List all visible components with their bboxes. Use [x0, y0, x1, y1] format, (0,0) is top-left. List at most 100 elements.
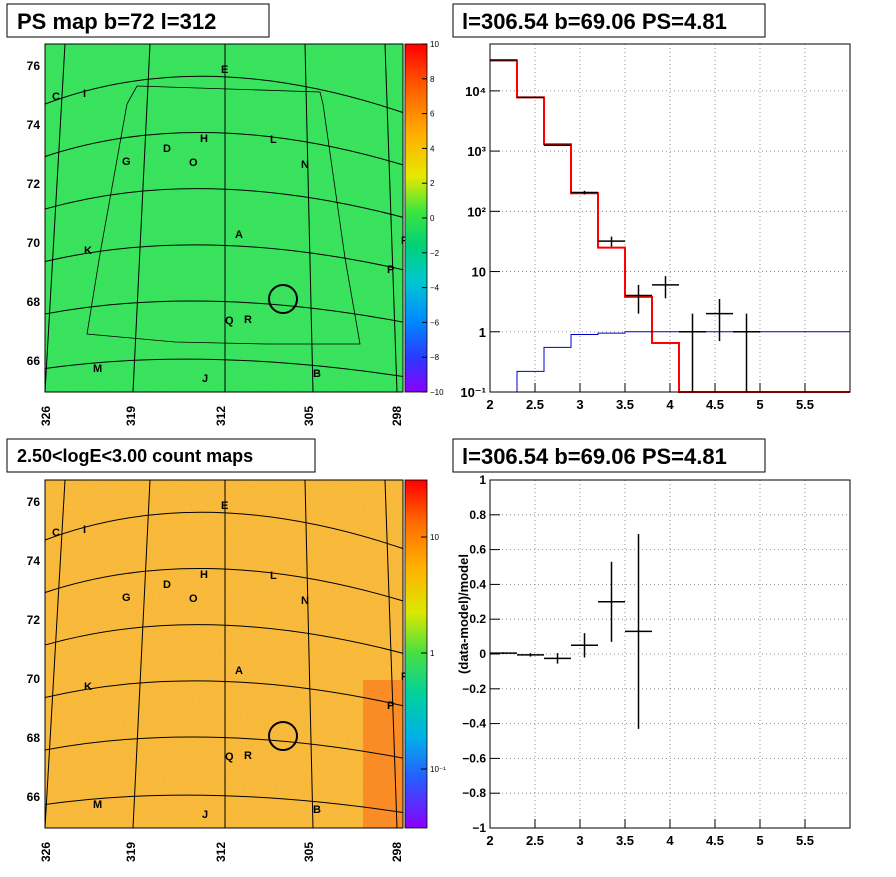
y-tick-label: −0.2 — [462, 682, 486, 696]
y-tick-label: 1 — [479, 473, 486, 487]
map-y-tick-label: 76 — [27, 495, 41, 509]
data-point — [679, 314, 706, 392]
x-tick-label: 4.5 — [706, 397, 724, 412]
colorbar-tick-label: 1 — [430, 649, 435, 658]
bottom-left-title: 2.50<logE<3.00 count maps — [17, 446, 253, 466]
region-label-Q: Q — [225, 751, 234, 763]
colorbar — [405, 480, 427, 828]
colorbar-tick-label: 10 — [430, 40, 439, 49]
colorbar-tick-label: 8 — [430, 75, 435, 84]
region-label-J: J — [202, 373, 208, 385]
x-tick-label: 3.5 — [616, 397, 634, 412]
x-tick-label: 2.5 — [526, 833, 544, 848]
map-x-tick-label: 298 — [390, 406, 404, 426]
x-tick-label: 2 — [486, 833, 493, 848]
region-label-B: B — [313, 804, 321, 816]
region-label-H: H — [200, 569, 208, 581]
region-label-O: O — [189, 593, 198, 605]
y-tick-label: 10⁴ — [465, 84, 486, 99]
data-point — [625, 534, 652, 729]
colorbar-tick-label: −4 — [430, 284, 440, 293]
y-axis-label: (data-model)/model — [456, 554, 471, 674]
top-left-title: PS map b=72 l=312 — [17, 9, 216, 34]
map-y-tick-label: 74 — [27, 554, 41, 568]
map-y-tick-label: 66 — [27, 354, 41, 368]
map-x-tick-label: 305 — [302, 406, 316, 426]
model-histogram — [490, 60, 850, 392]
region-label-E: E — [221, 500, 228, 512]
region-label-H: H — [200, 133, 208, 145]
map-x-tick-label: 326 — [39, 406, 53, 426]
map-x-tick-label: 312 — [214, 406, 228, 426]
y-tick-label: 1 — [479, 325, 486, 340]
map-y-tick-label: 74 — [27, 118, 41, 132]
region-label-E: E — [221, 64, 228, 76]
region-label-M: M — [93, 799, 102, 811]
map-y-tick-label: 72 — [27, 613, 41, 627]
data-point — [625, 285, 652, 314]
region-label-M: M — [93, 363, 102, 375]
residual-title: l=306.54 b=69.06 PS=4.81 — [462, 444, 727, 469]
region-label-C: C — [52, 527, 60, 539]
region-label-G: G — [122, 156, 131, 168]
data-points — [490, 60, 760, 392]
y-tick-label: −0.6 — [462, 751, 486, 765]
region-label-G: G — [122, 592, 131, 604]
region-label-P: P — [387, 700, 394, 712]
map-x-tick-label: 326 — [39, 842, 53, 862]
map-y-tick-label: 66 — [27, 790, 41, 804]
data-points — [490, 534, 652, 729]
map-y-tick-label: 68 — [27, 295, 41, 309]
colorbar-tick-label: −2 — [430, 249, 440, 258]
x-tick-label: 4 — [666, 833, 674, 848]
region-label-O: O — [189, 157, 198, 169]
region-label-A: A — [235, 665, 243, 677]
region-label-R: R — [244, 314, 252, 326]
x-tick-label: 5 — [756, 397, 763, 412]
data-point — [517, 97, 544, 98]
map-x-tick-label: 319 — [124, 406, 138, 426]
x-tick-label: 2.5 — [526, 397, 544, 412]
colorbar-tick-label: 0 — [430, 214, 435, 223]
x-tick-label: 4.5 — [706, 833, 724, 848]
map-y-tick-label: 76 — [27, 59, 41, 73]
y-tick-label: 0.2 — [469, 612, 486, 626]
region-label-L: L — [270, 134, 277, 146]
map-y-tick-label: 70 — [27, 672, 41, 686]
x-tick-label: 3 — [576, 833, 583, 848]
data-point — [544, 144, 571, 146]
data-point — [733, 314, 760, 392]
colorbar-tick-label: −8 — [430, 353, 440, 362]
colorbar-tick-label: 2 — [430, 179, 435, 188]
y-tick-label: 10³ — [467, 144, 486, 159]
y-tick-label: 10 — [472, 265, 486, 280]
region-label-I: I — [83, 524, 86, 536]
colorbar-tick-label: 10 — [430, 533, 439, 542]
x-tick-label: 4 — [666, 397, 674, 412]
y-tick-label: 0 — [479, 647, 486, 661]
region-label-P: P — [387, 264, 394, 276]
y-tick-label: 0.4 — [469, 577, 486, 591]
region-label-I: I — [83, 88, 86, 100]
map-x-tick-label: 298 — [390, 842, 404, 862]
region-label-Q: Q — [225, 315, 234, 327]
map-y-tick-label: 68 — [27, 731, 41, 745]
region-label-K: K — [84, 245, 92, 257]
map-y-ticks: 76 74 72 70 68 66 — [27, 495, 41, 804]
region-label-C: C — [52, 91, 60, 103]
grid — [490, 480, 850, 828]
colorbar-tick-label: 6 — [430, 110, 435, 119]
y-tick-label: 10² — [467, 204, 486, 219]
region-label-K: K — [84, 681, 92, 693]
region-label-D: D — [163, 579, 171, 591]
